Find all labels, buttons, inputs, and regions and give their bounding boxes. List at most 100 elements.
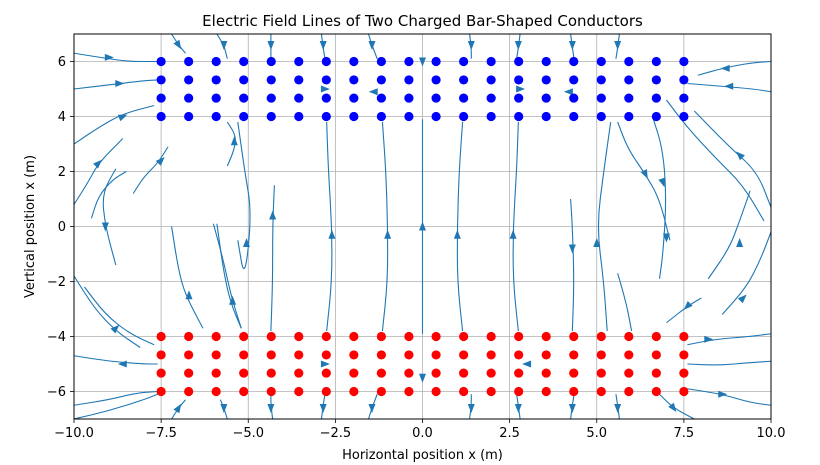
negative-charge-point (294, 75, 304, 85)
negative-charge-point (514, 75, 524, 85)
field-arrow (467, 404, 475, 413)
x-axis: −10.0 −7.5 −5.0 −2.5 0.0 2.5 5.0 7.5 10.0 (54, 419, 785, 441)
positive-charge-point (184, 368, 194, 378)
field-line (687, 388, 771, 406)
positive-charge-point (651, 331, 661, 342)
negative-charge-point (376, 75, 386, 85)
field-arrow (509, 229, 517, 239)
negative-charge-point (266, 56, 276, 67)
positive-charge-point (211, 368, 221, 378)
field-arrow (243, 238, 251, 247)
field-line (617, 273, 633, 332)
field-arrow (320, 360, 330, 368)
negative-charge-point (294, 111, 304, 122)
positive-charge-point (679, 350, 689, 360)
negative-charge-point (486, 93, 496, 103)
field-line (74, 138, 124, 205)
field-arrow (115, 80, 125, 87)
positive-charge-point (651, 350, 661, 360)
y-tick-label: 0 (58, 220, 66, 235)
field-line (74, 390, 158, 406)
negative-charge-point (211, 93, 221, 103)
y-tick-label: 6 (58, 55, 66, 70)
field-line (171, 226, 204, 329)
positive-charge-point (239, 386, 249, 397)
field-arrow (514, 404, 522, 413)
positive-charge-point (156, 368, 166, 378)
field-arrow (568, 41, 576, 50)
positive-charge-point (376, 386, 386, 397)
chart-title: Electric Field Lines of Two Charged Bar-… (202, 12, 643, 30)
x-tick-label: −2.5 (320, 426, 352, 441)
negative-charge-point (239, 56, 249, 67)
field-arrow (419, 373, 426, 383)
field-line (84, 286, 155, 346)
positive-charge-point (514, 386, 524, 397)
positive-charge-point (239, 368, 249, 378)
negative-charge-point (184, 75, 194, 85)
positive-charge-point (651, 386, 661, 397)
positive-charge-point (486, 331, 496, 342)
positive-charge-point (239, 350, 249, 360)
field-line (74, 52, 158, 63)
field-arrow (269, 210, 277, 220)
positive-charge-point (376, 368, 386, 378)
field-arrow (368, 88, 378, 96)
positive-charge-point (596, 350, 606, 360)
field-arrow (658, 177, 666, 188)
field-arrow (720, 64, 730, 72)
negative-charge-point (679, 56, 689, 67)
field-arrow (568, 404, 576, 413)
positive-charge-point (376, 331, 386, 342)
positive-charge-point (596, 331, 606, 342)
positive-charge-point (624, 386, 634, 397)
positive-charge-point (321, 331, 331, 342)
negative-charge-point (184, 56, 194, 67)
x-tick-label: 10.0 (757, 426, 786, 441)
negative-charge-point (541, 111, 551, 122)
negative-charge-point (569, 93, 579, 103)
field-line (326, 121, 333, 332)
negative-charge-point (596, 75, 606, 85)
negative-charge-point (404, 93, 414, 103)
y-tick-label: 4 (58, 110, 66, 125)
positive-charge-point (294, 350, 304, 360)
field-line (697, 60, 771, 76)
negative-charge-point (651, 93, 661, 103)
negative-charge-point (514, 56, 524, 67)
positive-charge-point (266, 386, 276, 397)
negative-charge-point (239, 75, 249, 85)
field-line (512, 121, 519, 332)
field-arrow (522, 360, 532, 368)
positive-charge-point (431, 386, 441, 397)
negative-charge-point (624, 93, 634, 103)
field-line (721, 231, 771, 315)
positive-charge-point (184, 350, 194, 360)
field-line (456, 121, 464, 332)
field-line (687, 82, 771, 93)
field-arrow (220, 41, 228, 50)
field-line (74, 79, 158, 90)
positive-charge-point (459, 386, 469, 397)
positive-charge-point (596, 386, 606, 397)
field-arrow (419, 57, 426, 67)
field-arrow (267, 404, 275, 413)
positive-charge-point (486, 386, 496, 397)
negative-charge-point (541, 75, 551, 85)
negative-charge-point (211, 75, 221, 85)
charges (156, 56, 689, 397)
x-axis-label: Horizontal position x (m) (342, 448, 503, 463)
negative-charge-point (541, 56, 551, 67)
negative-charge-point (431, 75, 441, 85)
negative-charge-point (431, 56, 441, 67)
field-arrow (516, 85, 526, 93)
positive-charge-point (431, 368, 441, 378)
negative-charge-point (431, 93, 441, 103)
y-axis-label: Vertical position x (m) (23, 155, 38, 298)
positive-charge-point (349, 331, 359, 342)
field-line (237, 121, 251, 270)
field-arrow (368, 41, 376, 50)
x-tick-label: 7.5 (674, 426, 695, 441)
positive-charge-point (514, 368, 524, 378)
negative-charge-point (294, 56, 304, 67)
